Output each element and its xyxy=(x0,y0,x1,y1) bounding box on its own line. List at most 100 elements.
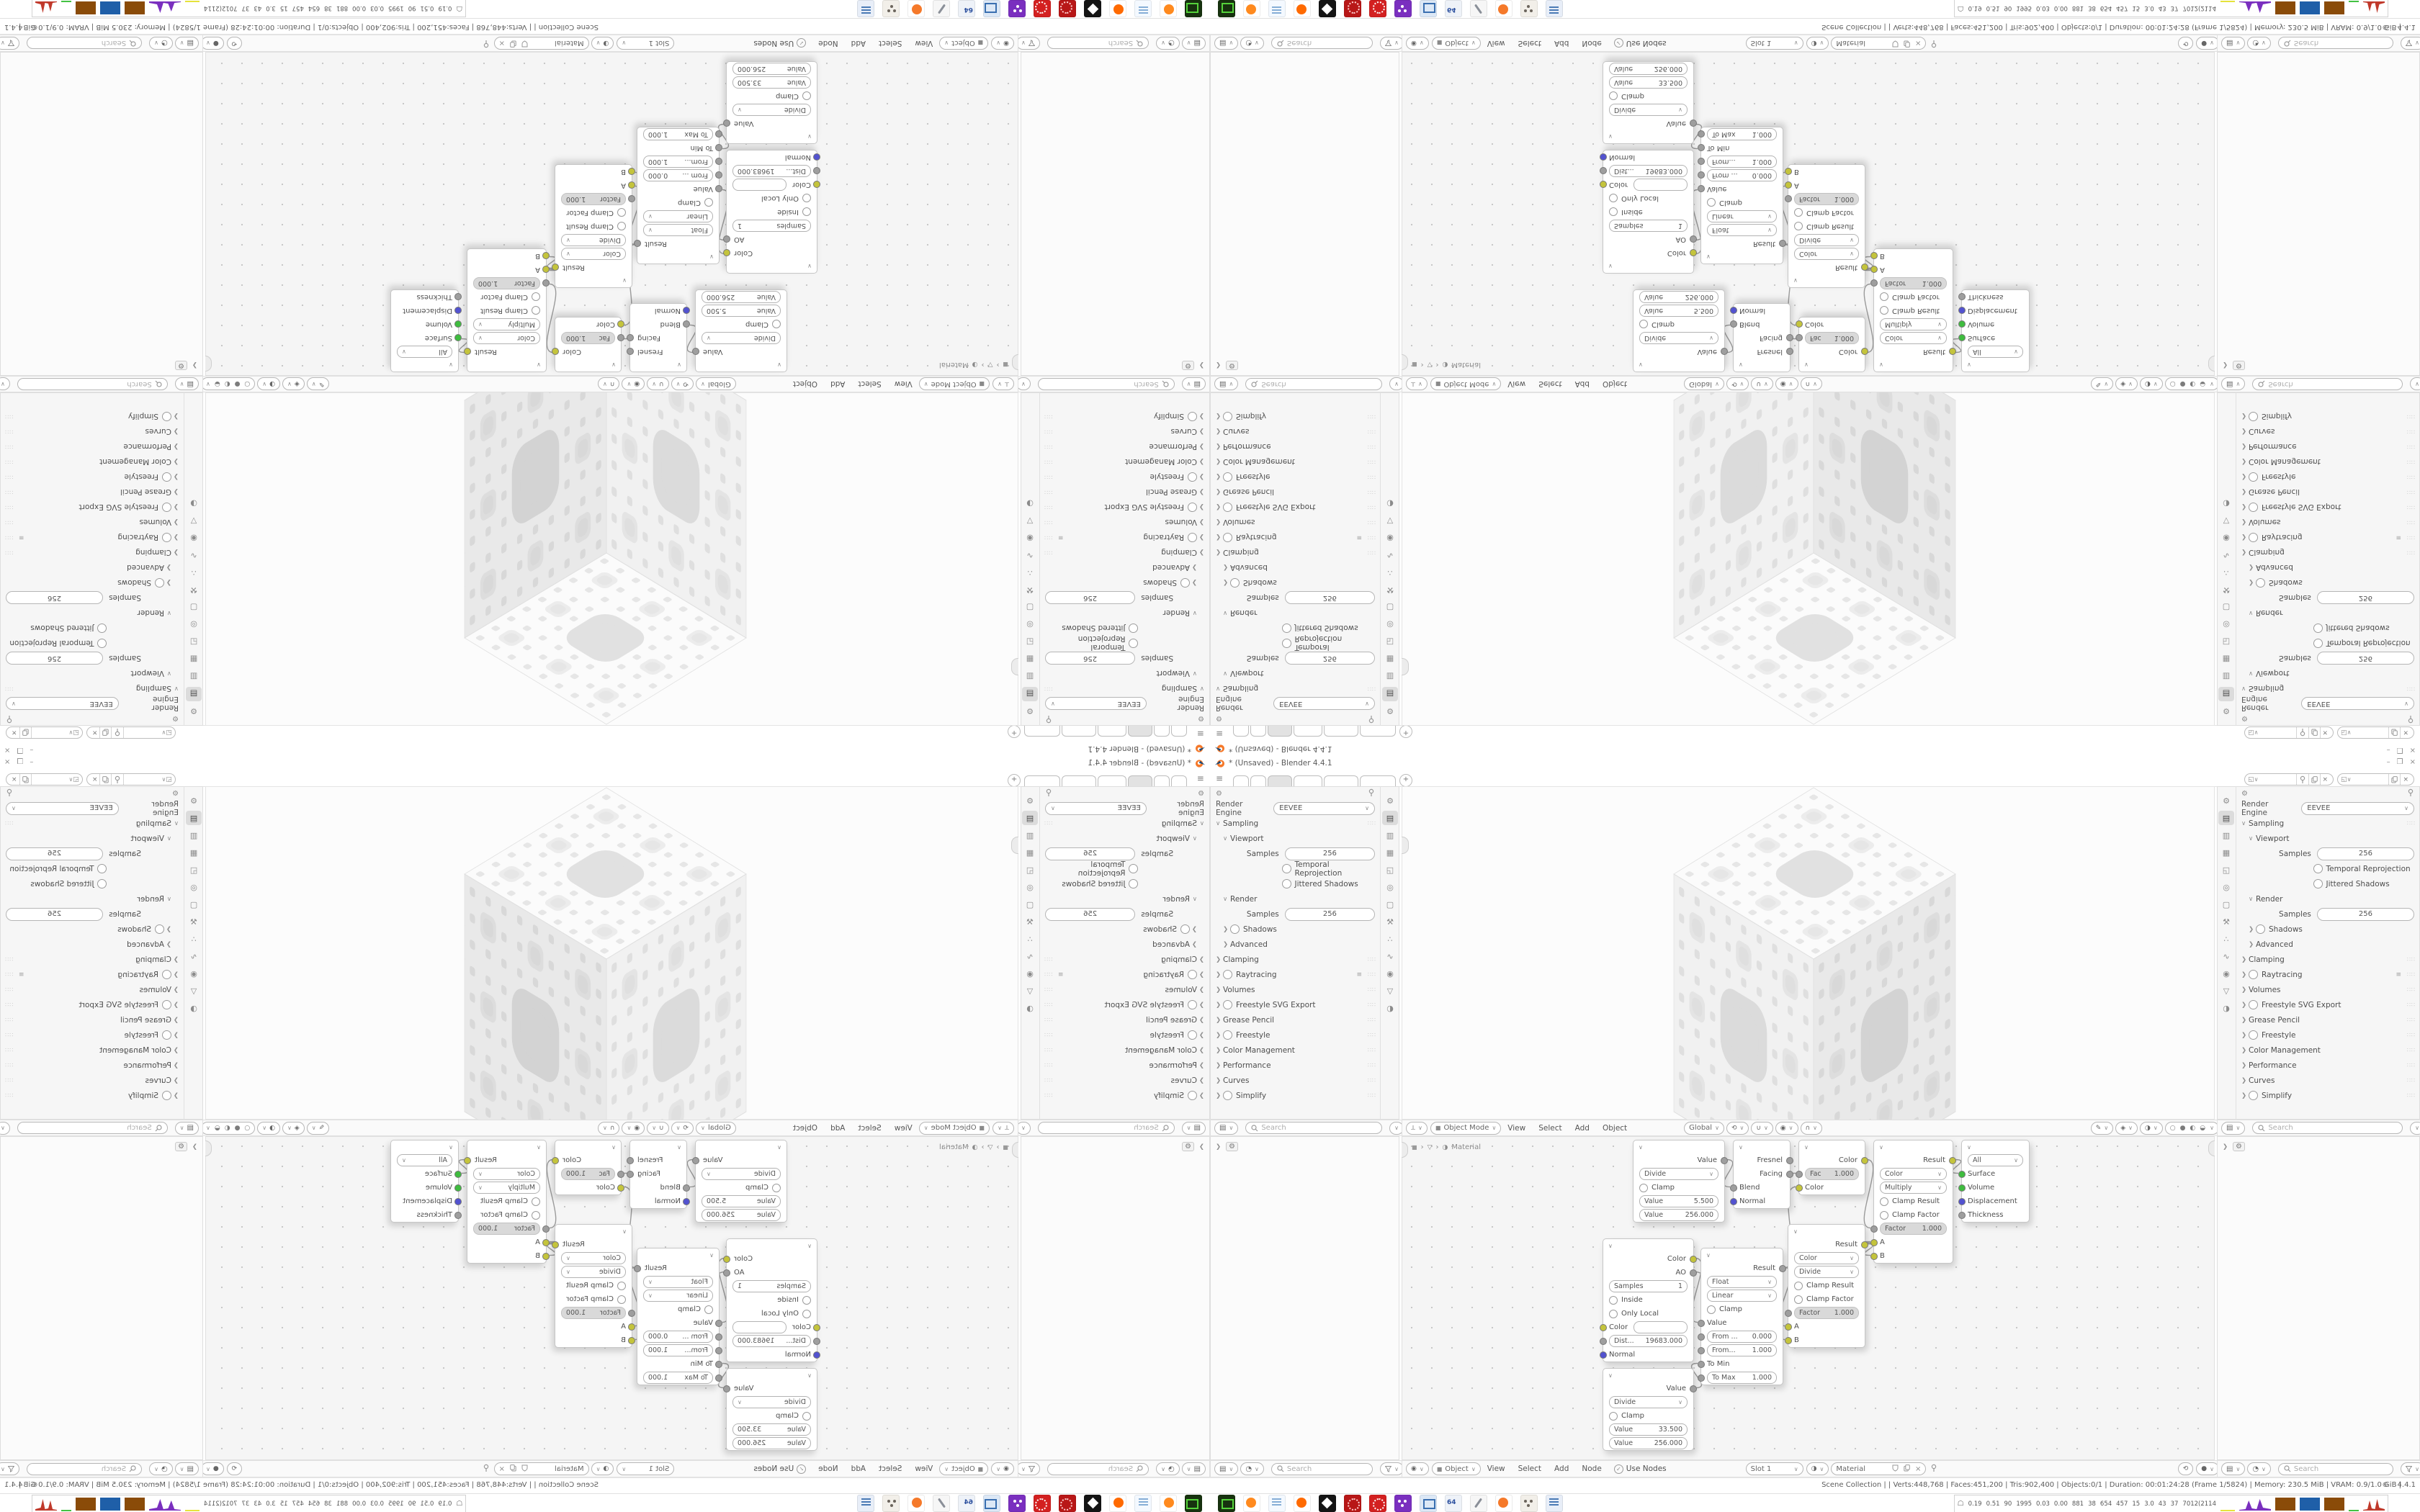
workspace-tab[interactable] xyxy=(1233,725,1249,737)
overlays-button[interactable]: ◈ ∨ xyxy=(282,1121,305,1135)
properties-tab-constraints[interactable]: ◉ xyxy=(190,534,197,544)
caret-closed-icon[interactable]: ❯ xyxy=(1198,971,1204,978)
properties-row-grease-pencil[interactable]: ❯ Grease Pencil ∷∷ xyxy=(1210,485,1381,500)
workspace-tab[interactable] xyxy=(1024,725,1060,737)
caret-closed-icon[interactable]: ❯ xyxy=(166,940,171,948)
caret-open-icon[interactable]: ∨ xyxy=(166,609,171,617)
properties-row-grease-pencil[interactable]: ❯ Grease Pencil ∷∷ xyxy=(2236,1012,2420,1027)
properties-tab-output[interactable]: ▥ xyxy=(1386,672,1394,682)
search-input[interactable]: Search xyxy=(1245,1122,1383,1134)
properties-row-raytracing[interactable]: ❯ Raytracing ∷∷ ≡ xyxy=(1039,967,1210,982)
xray-button[interactable]: ◑ ∨ xyxy=(257,1121,281,1135)
taskbar-app-documents[interactable] xyxy=(1546,1495,1563,1512)
node-dropdown[interactable]: Color ∨ xyxy=(1794,248,1859,260)
properties-row-clamping[interactable]: ❯ Clamping ∷∷ xyxy=(0,952,184,967)
caret-closed-icon[interactable]: ❯ xyxy=(1223,925,1229,933)
properties-tab-scene[interactable]: ◱ xyxy=(1026,637,1034,647)
node-dropdown[interactable]: Divide ∨ xyxy=(1609,104,1688,116)
node-header[interactable]: ∨ xyxy=(611,361,616,369)
taskbar-app-screen-capture[interactable] xyxy=(1185,1495,1202,1512)
taskbar-app-firefox[interactable] xyxy=(1243,0,1260,17)
caret-closed-icon[interactable]: ❯ xyxy=(1216,1076,1222,1084)
properties-row-jittered-shadows[interactable]: Jittered Shadows xyxy=(2236,876,2420,891)
node-number-field[interactable]: Value 33.500 xyxy=(1609,76,1688,89)
taskbar-app-chat-app[interactable] xyxy=(1394,0,1412,17)
properties-tab-scene[interactable]: ◱ xyxy=(2222,637,2231,647)
properties-row-curves[interactable]: ❯ Curves ∷∷ xyxy=(1039,424,1210,439)
unlink-icon[interactable]: × xyxy=(89,727,101,738)
properties-row-shadows[interactable]: ❯ Shadows xyxy=(1039,922,1210,937)
shader-node-math-divide-1[interactable]: ∨ Value Divide ∨ Clamp Value 5.500 Value 256.000 xyxy=(692,289,787,372)
properties-row-freestyle-svg-export[interactable]: ❯ Freestyle SVG Export ∷∷ xyxy=(0,500,184,515)
pivot-button[interactable]: ⟲ ∨ xyxy=(1726,1121,1749,1135)
node-number-field[interactable]: Samples 1 xyxy=(732,1280,811,1292)
node-header[interactable]: ∨ xyxy=(807,1242,812,1249)
caret-closed-icon[interactable]: ❯ xyxy=(173,1016,179,1024)
view-layer-selector[interactable]: ◱ ∨ × xyxy=(6,773,83,786)
properties-tab-view-layer[interactable]: ▦ xyxy=(189,847,198,858)
node-number-field[interactable]: Value 256.000 xyxy=(1609,1437,1688,1449)
view-layer-selector[interactable]: ◱ ∨ × xyxy=(6,726,83,739)
properties-tab-world[interactable]: ◎ xyxy=(190,620,197,630)
shader-type-select[interactable]: ■ Object ∨ xyxy=(1431,1462,1481,1475)
properties-row-jittered-shadows[interactable]: Jittered Shadows xyxy=(1210,876,1381,891)
caret-open-icon[interactable]: ∨ xyxy=(1192,609,1197,617)
properties-tab-tool[interactable]: ⚙ xyxy=(190,706,197,716)
properties-row-color-management[interactable]: ❯ Color Management ∷∷ xyxy=(2236,454,2420,469)
caret-closed-icon[interactable]: ❯ xyxy=(192,361,197,369)
properties-tab-material[interactable]: ◑ xyxy=(1026,1003,1034,1013)
properties-tab-modifiers[interactable]: ⚒ xyxy=(2223,917,2230,927)
caret-closed-icon[interactable]: ❯ xyxy=(2249,925,2254,933)
caret-closed-icon[interactable]: ❯ xyxy=(1216,443,1222,451)
properties-tab-constraints[interactable]: ◉ xyxy=(2223,968,2230,978)
properties-row-temporal-reprojection[interactable]: Temporal Reprojection xyxy=(2236,636,2420,651)
overlays-button[interactable]: ◈ ∨ xyxy=(2115,1121,2138,1135)
material-slot-select[interactable]: Slot 1 ∨ xyxy=(1745,1462,1803,1475)
properties-tab-constraints[interactable]: ◉ xyxy=(1026,534,1034,544)
properties-row-freestyle[interactable]: ❯ Freestyle ∷∷ xyxy=(2236,1027,2420,1043)
properties-tab-view-layer[interactable]: ▦ xyxy=(189,654,198,665)
shader-node-editor[interactable]: ■ › ▽ › ◑ Material ∨ Value Divide ∨ Clamp Value 5.50… xyxy=(205,1136,1018,1460)
node-dropdown[interactable]: Linear ∨ xyxy=(643,210,713,222)
checkbox[interactable] xyxy=(617,1281,626,1290)
properties-row-temporal-reprojection[interactable]: Temporal Reprojection xyxy=(1210,860,1381,878)
properties-row-raytracing[interactable]: ❯ Raytracing ∷∷ ≡ xyxy=(2236,967,2420,982)
checkbox[interactable] xyxy=(162,533,171,542)
menu-view[interactable]: View xyxy=(915,1464,933,1473)
taskbar-app-inkscape[interactable] xyxy=(1319,0,1336,17)
proportional-button[interactable]: ◉ ∨ xyxy=(1775,377,1798,391)
shader-node-mix-multiply[interactable]: ∨ Result Color ∨ Multiply ∨ Clamp Result Clamp … xyxy=(464,1140,550,1264)
checkbox[interactable] xyxy=(802,1309,811,1318)
checkbox[interactable] xyxy=(97,639,107,648)
menu-object[interactable]: Object xyxy=(1602,379,1628,389)
display-filter-button[interactable]: ◔ ∨ xyxy=(1240,37,1264,50)
unlink-icon[interactable]: × xyxy=(1914,1464,1922,1473)
shading-material-icon[interactable]: ◐ xyxy=(224,380,230,388)
properties-row-freestyle-svg-export[interactable]: ❯ Freestyle SVG Export ∷∷ xyxy=(1210,500,1381,515)
mode-select[interactable]: ■ Object Mode ∨ xyxy=(1430,377,1502,391)
caret-closed-icon[interactable]: ❯ xyxy=(2241,955,2247,963)
caret-closed-icon[interactable]: ❯ xyxy=(1216,971,1222,978)
node-factor-field[interactable]: Factor 1.000 xyxy=(561,1307,626,1319)
checkbox[interactable] xyxy=(1880,1197,1888,1206)
caret-closed-icon[interactable]: ❯ xyxy=(1216,1061,1222,1069)
properties-tab-render[interactable]: ▤ xyxy=(1022,687,1038,701)
shading-mode-group[interactable]: ○ ● ◐ ◒ ∨ xyxy=(2164,377,2219,391)
node-dropdown[interactable]: Color ∨ xyxy=(473,1168,540,1180)
field-value[interactable]: 256 xyxy=(2316,652,2414,665)
add-workspace-button[interactable]: + xyxy=(1399,774,1412,787)
unlink-icon[interactable]: × xyxy=(498,1464,506,1473)
taskbar-app-blender-app[interactable] xyxy=(908,0,925,17)
checkbox[interactable] xyxy=(2313,879,2323,888)
caret-closed-icon[interactable]: ❯ xyxy=(1216,955,1222,963)
properties-tab-material[interactable]: ◑ xyxy=(190,1003,197,1013)
properties-row-color-management[interactable]: ❯ Color Management ∷∷ xyxy=(0,1043,184,1058)
preset-menu-icon[interactable]: ≡ xyxy=(1058,534,1064,541)
menu-select[interactable]: Select xyxy=(1538,379,1562,389)
add-workspace-button[interactable]: + xyxy=(1008,774,1021,787)
properties-row-samples[interactable]: Samples 256 xyxy=(1210,906,1381,922)
node-factor-field[interactable]: Factor 1.000 xyxy=(1794,193,1859,205)
properties-row-temporal-reprojection[interactable]: Temporal Reprojection xyxy=(1039,635,1210,652)
checkbox[interactable] xyxy=(1180,578,1190,588)
node-number-field[interactable]: Value 256.000 xyxy=(702,1209,781,1221)
